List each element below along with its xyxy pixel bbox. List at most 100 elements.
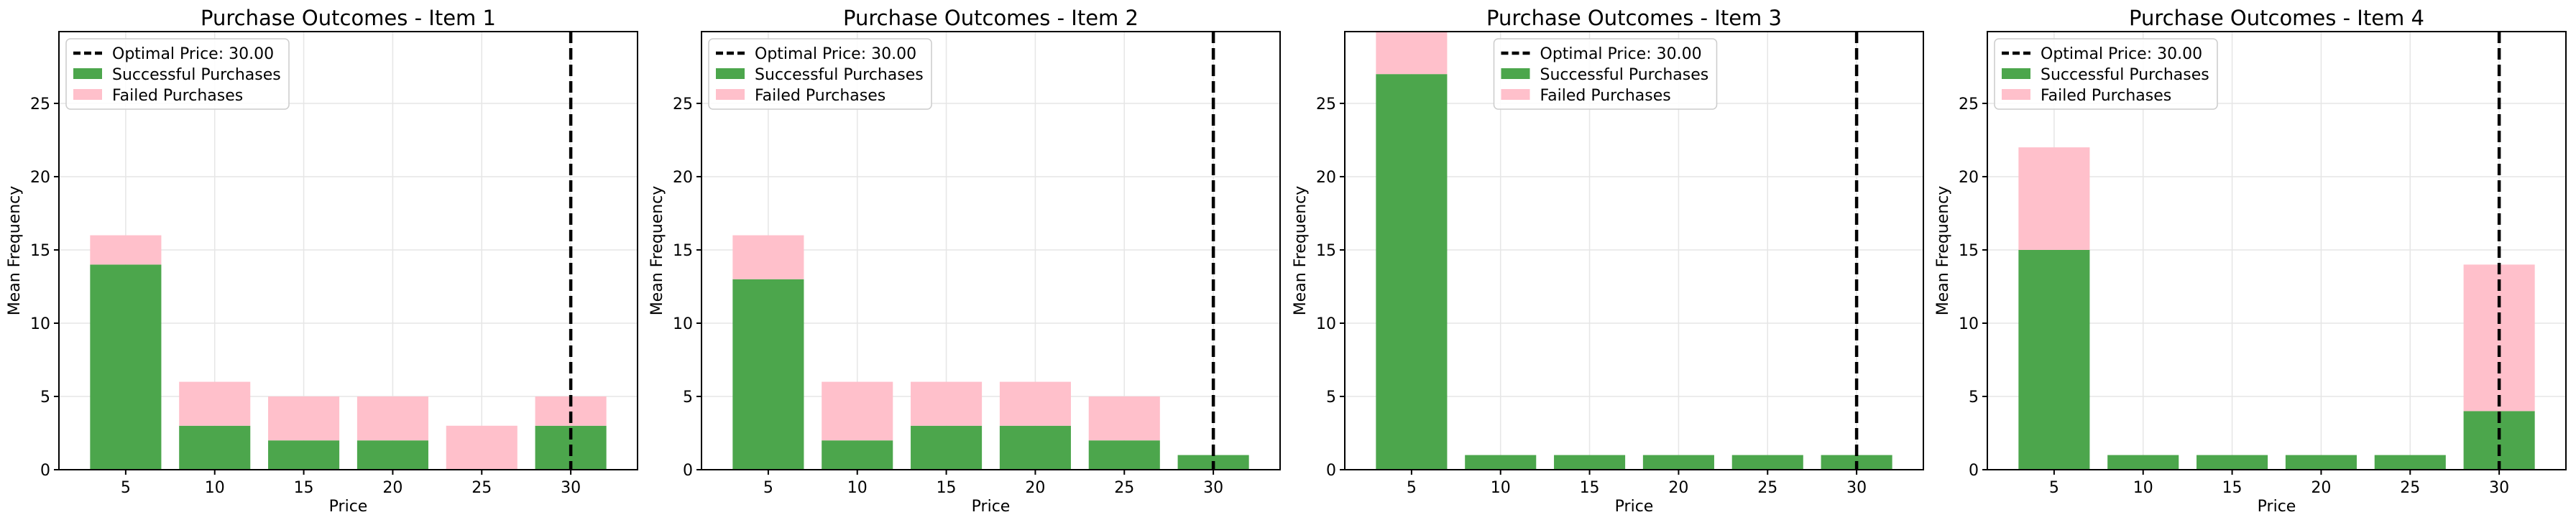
chart-panel-item-2: 0 5 10 15 20 25 5 10 15 20 25 30 Purchase Outcomes -… bbox=[648, 6, 1281, 516]
chart-title: Purchase Outcomes - Item 1 bbox=[201, 6, 496, 30]
x-tick-label: 30 bbox=[1203, 479, 1223, 497]
y-tick-label: 0 bbox=[40, 462, 50, 480]
bar-failed-10 bbox=[822, 381, 893, 441]
bar-failed-5 bbox=[1376, 32, 1448, 75]
x-tick-label: 20 bbox=[382, 479, 402, 497]
y-axis-label: Mean Frequency bbox=[1292, 186, 1310, 316]
legend-label-failed: Failed Purchases bbox=[755, 87, 886, 105]
bar-successful-10 bbox=[2107, 455, 2179, 470]
legend-swatch-failed bbox=[2002, 89, 2030, 100]
x-tick-label: 20 bbox=[1025, 479, 1045, 497]
legend-label-optimal: Optimal Price: 30.00 bbox=[2041, 45, 2202, 63]
x-axis-label: Price bbox=[1615, 498, 1654, 516]
x-tick-label: 5 bbox=[763, 479, 773, 497]
bar-failed-5 bbox=[2018, 147, 2090, 250]
y-tick-label: 5 bbox=[1969, 389, 1979, 406]
legend-box bbox=[708, 38, 932, 110]
y-tick-label: 20 bbox=[673, 169, 693, 187]
y-tick-label: 25 bbox=[30, 96, 50, 113]
x-tick-label: 25 bbox=[1114, 479, 1134, 497]
legend-swatch-successful bbox=[716, 68, 745, 79]
x-tick-label: 30 bbox=[1846, 479, 1867, 497]
bar-failed-5 bbox=[732, 235, 804, 279]
x-tick-label: 25 bbox=[472, 479, 492, 497]
x-tick-label: 20 bbox=[1668, 479, 1688, 497]
legend-box bbox=[65, 38, 290, 110]
x-tick-label: 10 bbox=[2133, 479, 2153, 497]
x-axis-label: Price bbox=[2258, 498, 2296, 516]
chart-title: Purchase Outcomes - Item 4 bbox=[2129, 6, 2424, 30]
legend-label-failed: Failed Purchases bbox=[2041, 87, 2171, 105]
y-tick-label: 15 bbox=[673, 242, 693, 260]
y-tick-label: 5 bbox=[40, 389, 50, 406]
y-axis-label: Mean Frequency bbox=[1934, 186, 1952, 316]
y-tick-label: 25 bbox=[673, 96, 693, 113]
x-tick-label: 15 bbox=[294, 479, 314, 497]
bar-successful-5 bbox=[1376, 74, 1448, 470]
y-tick-label: 15 bbox=[30, 242, 50, 260]
y-axis-label: Mean Frequency bbox=[6, 186, 24, 316]
legend-label-successful: Successful Purchases bbox=[2041, 66, 2209, 84]
y-tick-label: 20 bbox=[1316, 169, 1336, 187]
bar-failed-25 bbox=[1088, 396, 1160, 441]
y-tick-label: 10 bbox=[673, 315, 693, 333]
y-tick-label: 15 bbox=[1959, 242, 1979, 260]
plot-frame bbox=[701, 31, 1281, 470]
bar-failed-5 bbox=[90, 235, 162, 265]
bar-successful-15 bbox=[1554, 455, 1626, 470]
legend-box bbox=[1493, 38, 1718, 110]
bar-failed-20 bbox=[999, 381, 1071, 426]
y-tick-label: 0 bbox=[1969, 462, 1979, 480]
y-tick-label: 0 bbox=[683, 462, 693, 480]
bar-successful-25 bbox=[1088, 440, 1160, 470]
x-tick-label: 15 bbox=[937, 479, 957, 497]
legend-label-optimal: Optimal Price: 30.00 bbox=[755, 45, 916, 63]
legend: Optimal Price: 30.00 Successful Purchases… bbox=[708, 38, 932, 110]
bar-successful-15 bbox=[911, 425, 983, 470]
legend-swatch-failed bbox=[1501, 89, 1530, 100]
x-tick-label: 30 bbox=[2489, 479, 2509, 497]
bar-failed-25 bbox=[446, 425, 518, 470]
legend-label-successful: Successful Purchases bbox=[755, 66, 924, 84]
chart-panel-item-4: 0 5 10 15 20 25 5 10 15 20 25 30 Purchase Outcomes -… bbox=[1934, 6, 2567, 516]
y-tick-label: 5 bbox=[1326, 389, 1336, 406]
bar-successful-10 bbox=[822, 440, 893, 470]
chart-panel-item-1: 0 5 10 15 20 25 5 10 15 20 25 30 Purchase Outcomes -… bbox=[6, 6, 638, 516]
legend: Optimal Price: 30.00 Successful Purchases… bbox=[1493, 38, 1718, 110]
x-tick-label: 15 bbox=[2222, 479, 2242, 497]
bar-successful-10 bbox=[1465, 455, 1537, 470]
x-tick-label: 5 bbox=[121, 479, 131, 497]
legend: Optimal Price: 30.00 Successful Purchases… bbox=[1994, 38, 2218, 110]
y-tick-label: 25 bbox=[1316, 96, 1336, 113]
plot-frame bbox=[58, 31, 638, 470]
legend-swatch-successful bbox=[2002, 68, 2030, 79]
x-tick-label: 10 bbox=[205, 479, 225, 497]
chart-title: Purchase Outcomes - Item 2 bbox=[843, 6, 1138, 30]
legend-label-failed: Failed Purchases bbox=[112, 87, 243, 105]
x-tick-label: 20 bbox=[2311, 479, 2331, 497]
y-tick-label: 10 bbox=[1316, 315, 1336, 333]
x-tick-label: 5 bbox=[2049, 479, 2059, 497]
bar-failed-10 bbox=[179, 381, 251, 426]
legend-swatch-successful bbox=[73, 68, 102, 79]
legend: Optimal Price: 30.00 Successful Purchases… bbox=[65, 38, 290, 110]
bar-successful-20 bbox=[1642, 455, 1714, 470]
bar-successful-20 bbox=[2285, 455, 2357, 470]
bar-successful-20 bbox=[356, 440, 428, 470]
plot-frame bbox=[1987, 31, 2567, 470]
legend-box bbox=[1994, 38, 2218, 110]
bar-failed-15 bbox=[911, 381, 983, 426]
y-tick-label: 10 bbox=[1959, 315, 1979, 333]
bar-successful-15 bbox=[268, 440, 340, 470]
chart-title: Purchase Outcomes - Item 3 bbox=[1486, 6, 1782, 30]
legend-label-failed: Failed Purchases bbox=[1540, 87, 1671, 105]
y-tick-label: 10 bbox=[30, 315, 50, 333]
bars-group bbox=[732, 235, 1249, 470]
plot-frame bbox=[1344, 31, 1924, 470]
legend-label-optimal: Optimal Price: 30.00 bbox=[1540, 45, 1702, 63]
bar-failed-20 bbox=[356, 396, 428, 441]
x-tick-label: 10 bbox=[847, 479, 868, 497]
x-tick-label: 30 bbox=[561, 479, 581, 497]
legend-label-successful: Successful Purchases bbox=[112, 66, 281, 84]
